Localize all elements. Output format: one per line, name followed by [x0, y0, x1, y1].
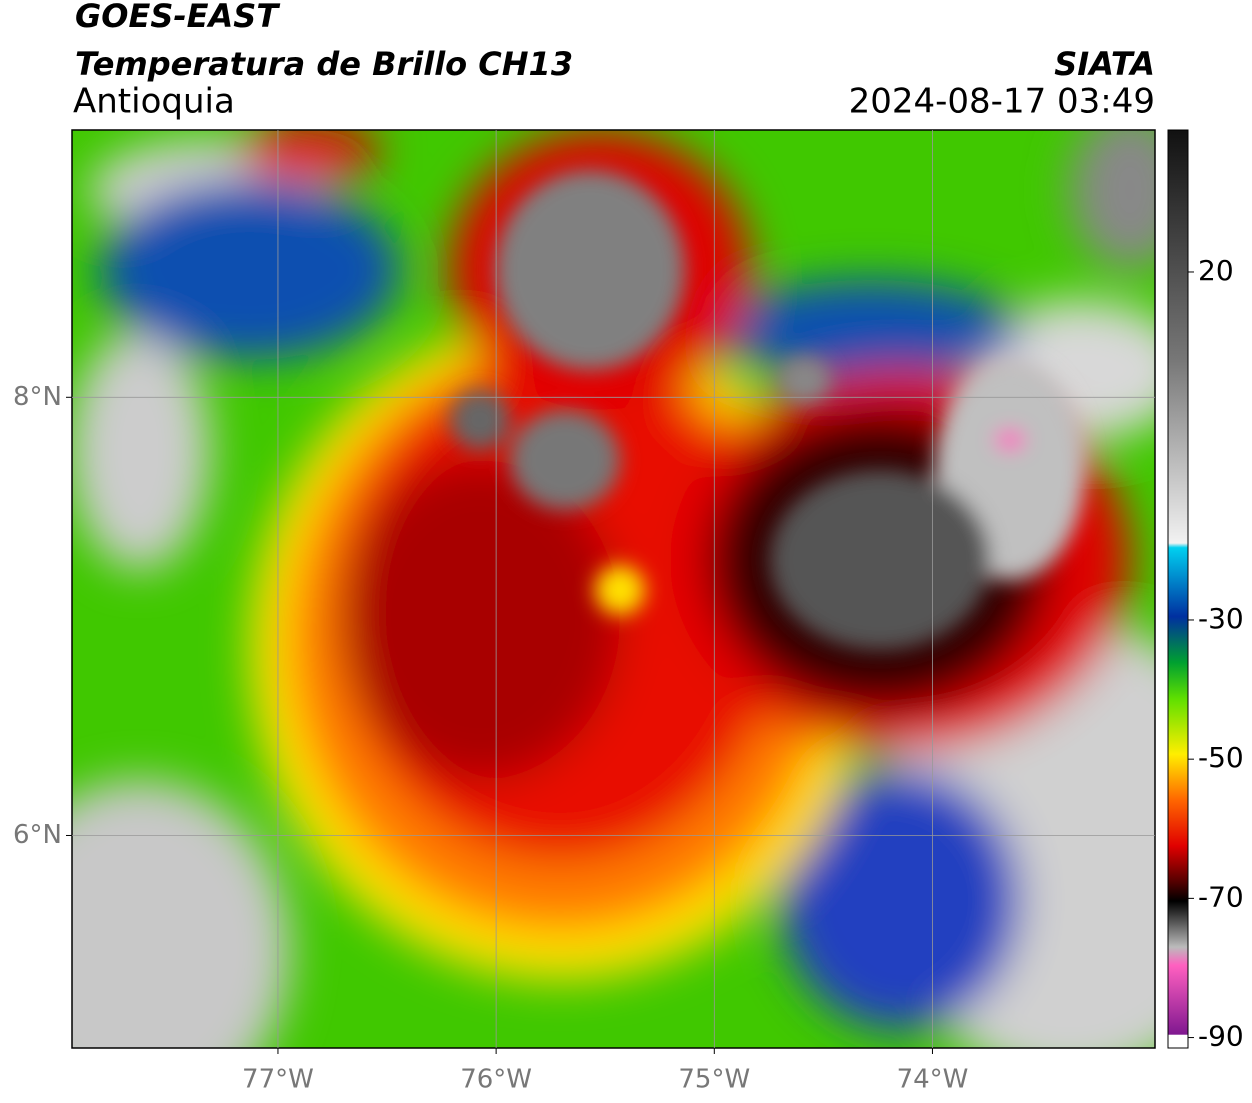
y-tick-label: 6°N	[13, 820, 62, 850]
subtitle: Temperatura de Brillo CH13	[75, 45, 573, 83]
colorbar-label: 20	[1198, 254, 1234, 287]
source: SIATA	[1054, 45, 1155, 83]
x-tick-label: 77°W	[242, 1065, 314, 1095]
colorbar-label: -30	[1198, 602, 1244, 635]
title: GOES-EAST	[75, 0, 280, 35]
satellite-image	[72, 130, 1155, 1048]
timestamp: 2024-08-17 03:49	[849, 82, 1155, 122]
colorbar-label: -90	[1198, 1020, 1244, 1053]
x-tick-label: 74°W	[897, 1065, 969, 1095]
y-tick-label: 8°N	[13, 382, 62, 412]
x-tick-label: 75°W	[678, 1065, 750, 1095]
colorbar-label: -70	[1198, 880, 1244, 913]
x-tick-label: 76°W	[460, 1065, 532, 1095]
colorbar-label: -50	[1198, 741, 1244, 774]
map-frame	[71, 129, 1156, 1049]
region: Antioquia	[73, 82, 235, 122]
colorbar	[1167, 129, 1189, 1049]
